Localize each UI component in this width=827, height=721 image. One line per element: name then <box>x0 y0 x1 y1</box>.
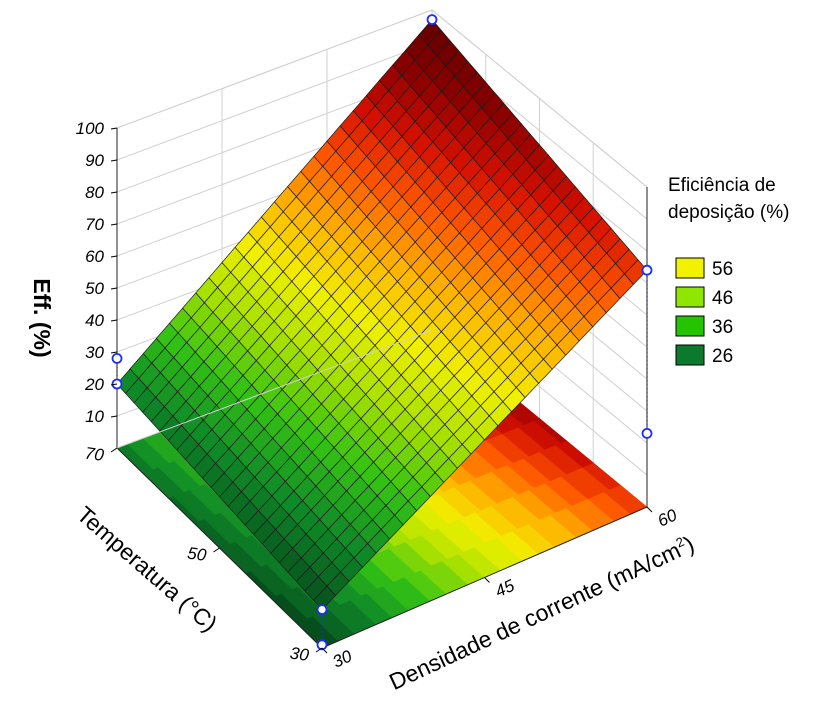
z-axis-label: Eff. (%) <box>29 278 55 357</box>
response-surface <box>116 19 648 611</box>
observation-marker <box>111 352 123 364</box>
observation-marker <box>641 264 653 276</box>
legend: Eficiência de deposição (%) 56 46 36 26 <box>668 175 789 367</box>
z-tick-label: 90 <box>85 151 104 170</box>
y-axis-ticks: 30 50 70 <box>84 444 323 666</box>
observation-marker <box>426 14 438 26</box>
legend-label: 26 <box>712 346 733 367</box>
legend-swatch <box>675 286 705 308</box>
y-tick-label: 70 <box>84 444 106 466</box>
y-tick-label: 50 <box>186 544 208 566</box>
z-tick-label: 10 <box>85 407 104 426</box>
legend-swatch <box>675 344 705 366</box>
legend-title-line1: Eficiência de <box>668 175 776 196</box>
legend-label: 36 <box>712 317 733 338</box>
z-tick-label: 100 <box>76 119 105 138</box>
z-tick-label: 70 <box>85 215 104 234</box>
observation-marker <box>316 604 328 615</box>
legend-title-line2: deposição (%) <box>668 202 789 223</box>
x-tick-label: 45 <box>492 576 518 601</box>
y-tick-label: 30 <box>289 644 311 666</box>
z-tick-label: 50 <box>85 279 104 298</box>
observation-markers <box>111 14 653 651</box>
z-tick-label: 20 <box>84 375 104 394</box>
legend-label: 46 <box>712 288 733 309</box>
x-tick-label: 60 <box>655 505 681 530</box>
z-axis-ticks: 10 20 30 40 50 60 70 80 90 100 <box>76 119 118 426</box>
z-tick-label: 60 <box>85 247 104 266</box>
z-tick-label: 40 <box>85 311 104 330</box>
observation-marker <box>641 427 653 439</box>
legend-swatch <box>675 257 705 279</box>
z-tick-label: 80 <box>85 183 104 202</box>
z-tick-label: 30 <box>85 343 104 362</box>
legend-label: 56 <box>712 259 733 280</box>
observation-marker <box>316 639 328 651</box>
legend-swatch <box>675 315 705 337</box>
x-tick-label: 30 <box>330 646 356 671</box>
